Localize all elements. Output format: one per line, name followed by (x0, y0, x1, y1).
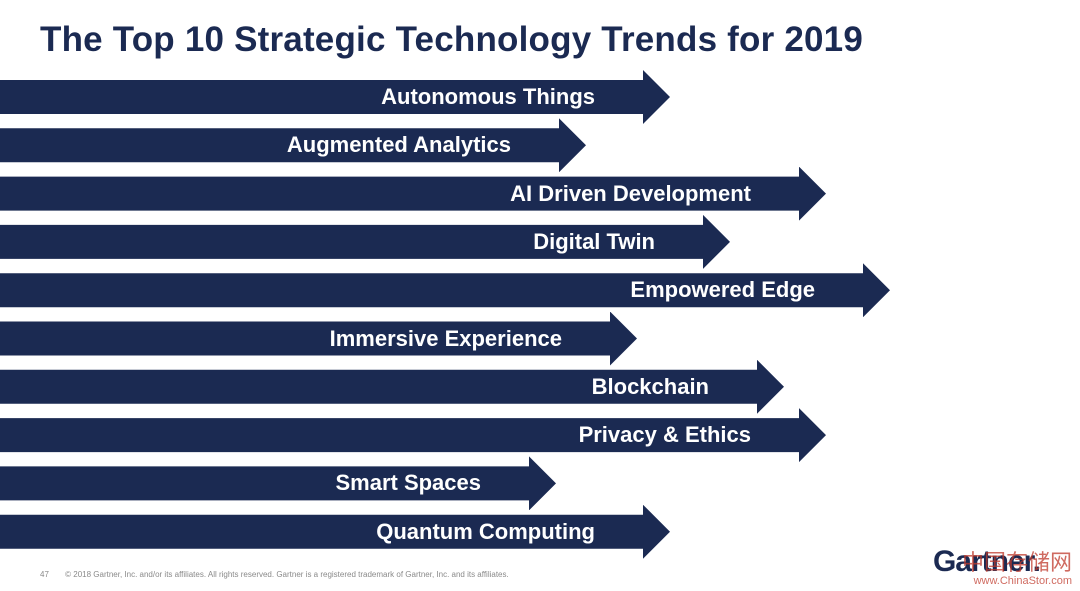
trend-label: AI Driven Development (510, 180, 751, 206)
page-number: 47 (40, 570, 49, 579)
trend-label: Empowered Edge (630, 277, 815, 303)
trend-label: Privacy & Ethics (578, 422, 751, 448)
trend-label: Augmented Analytics (286, 132, 511, 158)
watermark-text: 中国存储网 (961, 550, 1072, 575)
trend-arrow-smart-spaces: Smart Spaces (0, 456, 556, 510)
trend-label: Blockchain (591, 373, 709, 399)
trend-label: Quantum Computing (376, 518, 595, 544)
trend-label: Smart Spaces (335, 470, 481, 496)
watermark: 中国存储网 www.ChinaStor.com (961, 550, 1072, 588)
trend-arrow-autonomous-things: Autonomous Things (0, 70, 670, 124)
trend-arrow-immersive-experience: Immersive Experience (0, 312, 637, 366)
trend-arrow-quantum-computing: Quantum Computing (0, 505, 670, 559)
trend-label: Autonomous Things (381, 84, 595, 109)
gartner-logo: Gartner. (932, 545, 1041, 578)
slide-footer: 47 © 2018 Gartner, Inc. and/or its affil… (40, 570, 509, 579)
trend-arrow-empowered-edge: Empowered Edge (0, 263, 890, 317)
trend-arrow-blockchain: Blockchain (0, 360, 784, 414)
trend-label: Digital Twin (533, 228, 655, 254)
trend-arrow-augmented-analytics: Augmented Analytics (0, 118, 586, 172)
watermark-url: www.ChinaStor.com (973, 575, 1072, 587)
trend-arrow-privacy-ethics: Privacy & Ethics (0, 408, 826, 462)
trend-arrow-ai-driven-development: AI Driven Development (0, 167, 826, 221)
trend-arrow-digital-twin: Digital Twin (0, 215, 730, 269)
slide-title: The Top 10 Strategic Technology Trends f… (40, 20, 864, 59)
trend-label: Immersive Experience (329, 325, 562, 351)
copyright-notice: © 2018 Gartner, Inc. and/or its affiliat… (65, 570, 509, 579)
